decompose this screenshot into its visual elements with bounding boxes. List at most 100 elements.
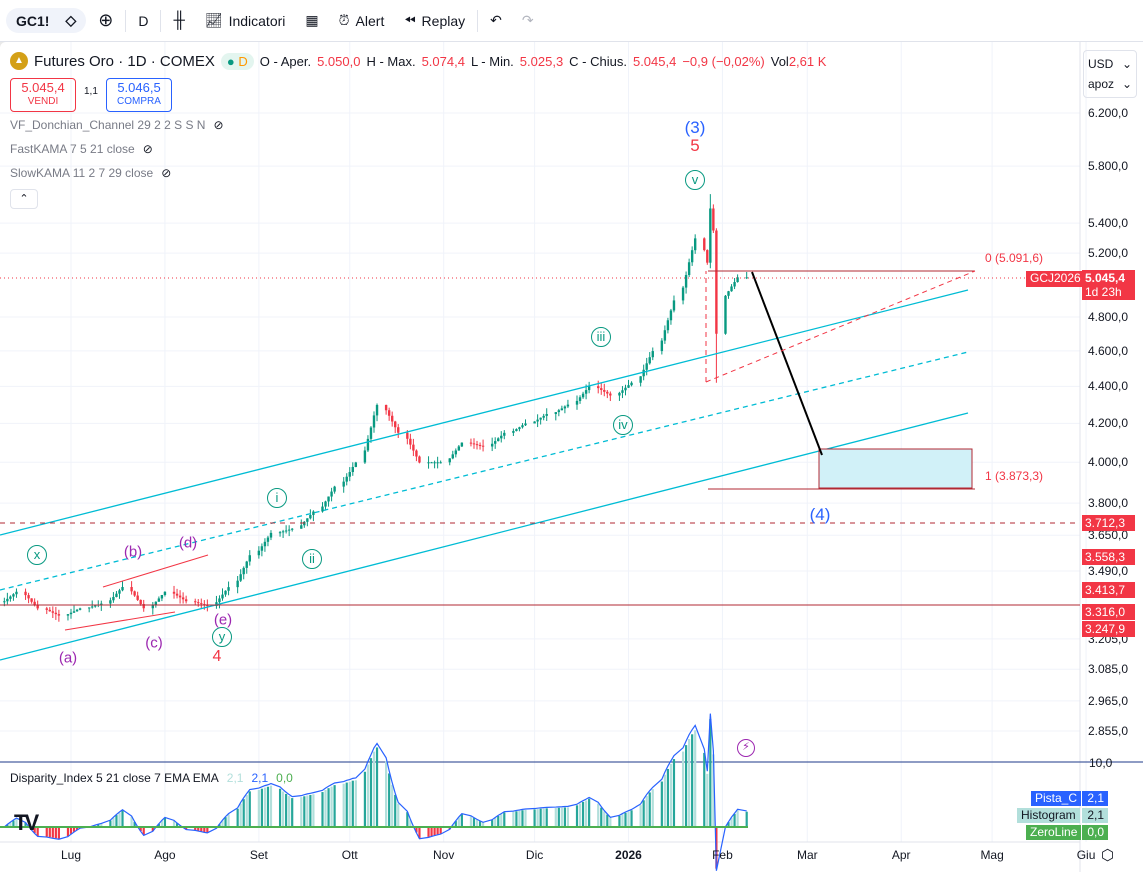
open-label: O - Aper. [259, 53, 312, 69]
histogram-bar [160, 820, 163, 827]
histogram-bar [385, 761, 388, 827]
histogram-bar [248, 791, 251, 827]
histogram-bar [375, 747, 379, 827]
candle-body [503, 432, 506, 436]
undo-icon: ↶ [490, 12, 502, 28]
high-label: H - Max. [366, 53, 416, 69]
indicators-button[interactable]: 📈︎ Indicatori [197, 7, 294, 34]
histogram-bar [345, 782, 348, 827]
price-chart[interactable] [0, 42, 1143, 872]
chart-area[interactable]: ▲ Futures Oro · 1D · COMEX ● D O - Aper.… [0, 42, 1143, 872]
histogram-bar [600, 807, 603, 827]
histogram-bar [130, 816, 133, 827]
candle-body [690, 250, 694, 263]
indicator-slowkama[interactable]: SlowKAMA 11 2 7 29 close ⊘ [10, 166, 171, 180]
low-label: L - Min. [470, 53, 514, 69]
wave-label: 5 [690, 136, 700, 155]
top-toolbar: GC1! ◇ ⊕ D ╫ 📈︎ Indicatori ▦ ⏰︎ Alert ⏪︎ Rep… [0, 0, 1143, 42]
histogram-bar [15, 818, 18, 827]
indicator-donchian[interactable]: VF_Donchian_Channel 29 2 2 S S N ⊘ [10, 118, 224, 132]
eye-off-icon[interactable]: ⊘ [161, 166, 172, 180]
candle-body [239, 574, 242, 581]
candle-body [372, 415, 376, 428]
candle-body [172, 591, 176, 594]
histogram-bar [481, 822, 485, 827]
currency-select[interactable]: USD ⌄ apoz ⌄ [1083, 50, 1137, 98]
symbol-search[interactable]: GC1! ◇ [6, 8, 87, 33]
oscillator-legend[interactable]: Disparity_Index 5 21 close 7 EMA EMA 2,1 2… [10, 771, 293, 785]
oscillator-title: Disparity_Index 5 21 close 7 EMA EMA [10, 771, 219, 785]
chart-type-button[interactable]: ╫ [165, 7, 192, 35]
wave-label: (e) [213, 611, 233, 629]
histogram-bar [597, 803, 600, 827]
candle-body [639, 376, 642, 383]
alert-button[interactable]: ⏰︎ Alert [331, 7, 393, 34]
histogram-bar [730, 817, 733, 827]
eye-off-icon[interactable]: ⊘ [213, 118, 224, 132]
lightning-icon[interactable]: ⚡︎ [737, 739, 755, 757]
histogram-bar [536, 809, 539, 827]
histogram-bar [206, 827, 209, 833]
settings-icon[interactable]: ⬡ [1101, 847, 1115, 864]
candle-body [91, 606, 94, 608]
candle-body [290, 528, 294, 530]
indicator-label: FastKAMA 7 5 21 close [10, 142, 135, 156]
undo-button[interactable]: ↶ [482, 7, 510, 34]
candle-body [194, 601, 197, 603]
indicator-fastkama[interactable]: FastKAMA 7 5 21 close ⊘ [10, 142, 153, 156]
interval-button[interactable]: D [138, 12, 149, 29]
contract-tag: GCJ2026 [1026, 271, 1085, 287]
candle-body [142, 604, 145, 609]
candle-body [575, 400, 579, 405]
symbol-label: GC1! [16, 12, 50, 29]
compare-button[interactable]: ⊕ [90, 5, 121, 36]
candle-body [606, 391, 609, 394]
wave-label: (b) [123, 543, 143, 561]
histogram-bar [115, 815, 118, 827]
candle-body [557, 410, 561, 413]
candle-body [733, 282, 736, 287]
market-status: ● D [220, 52, 254, 70]
price-axis-label: 4.200,0 [1088, 416, 1129, 431]
layouts-button[interactable]: ▦ [297, 7, 326, 34]
histogram-bar [727, 822, 730, 827]
time-axis-label: Ago [154, 848, 176, 862]
candle-body [112, 596, 115, 601]
histogram-bar [475, 819, 479, 827]
time-axis-label: Mar [796, 848, 818, 862]
histogram-bar [669, 763, 673, 827]
candle-body [390, 415, 394, 422]
candle-body [312, 511, 315, 516]
candle-body [703, 238, 706, 251]
histogram-bar [439, 827, 442, 834]
histogram-value: 2,1 [1082, 808, 1108, 823]
last-price-tag: 5.045,4 1d 23h [1082, 270, 1135, 300]
histogram-bar [224, 817, 227, 827]
sell-button[interactable]: 5.045,4 VENDI [10, 78, 76, 112]
chart-line-icon: 📈︎ [204, 12, 223, 28]
indicator-label: VF_Donchian_Channel 29 2 2 S S N [10, 118, 206, 132]
buy-button[interactable]: 5.046,5 COMPRA [106, 78, 172, 112]
candle-body [260, 546, 264, 551]
replay-button[interactable]: ⏪︎ Replay [396, 7, 473, 34]
wave-label: (a) [58, 649, 78, 667]
candle-body [439, 462, 442, 464]
candle-body [109, 600, 112, 604]
eye-off-icon[interactable]: ⊘ [142, 142, 153, 156]
histogram-bar [142, 827, 145, 836]
candle-body [133, 591, 136, 596]
candle-body [121, 587, 124, 591]
histogram-bar [436, 827, 439, 835]
candle-body [478, 444, 482, 446]
histogram-bar [172, 820, 176, 827]
candle-body [387, 410, 391, 416]
candle-body [24, 591, 27, 596]
collapse-legend-button[interactable]: ⌃ [10, 189, 38, 209]
histogram-bar [218, 824, 221, 827]
candle-body [15, 591, 18, 595]
redo-button[interactable]: ↷ [514, 7, 542, 34]
histogram-bar [585, 800, 588, 827]
candle-body [418, 456, 421, 463]
candle-body [630, 382, 633, 386]
close-label: C - Chius. [569, 53, 627, 69]
